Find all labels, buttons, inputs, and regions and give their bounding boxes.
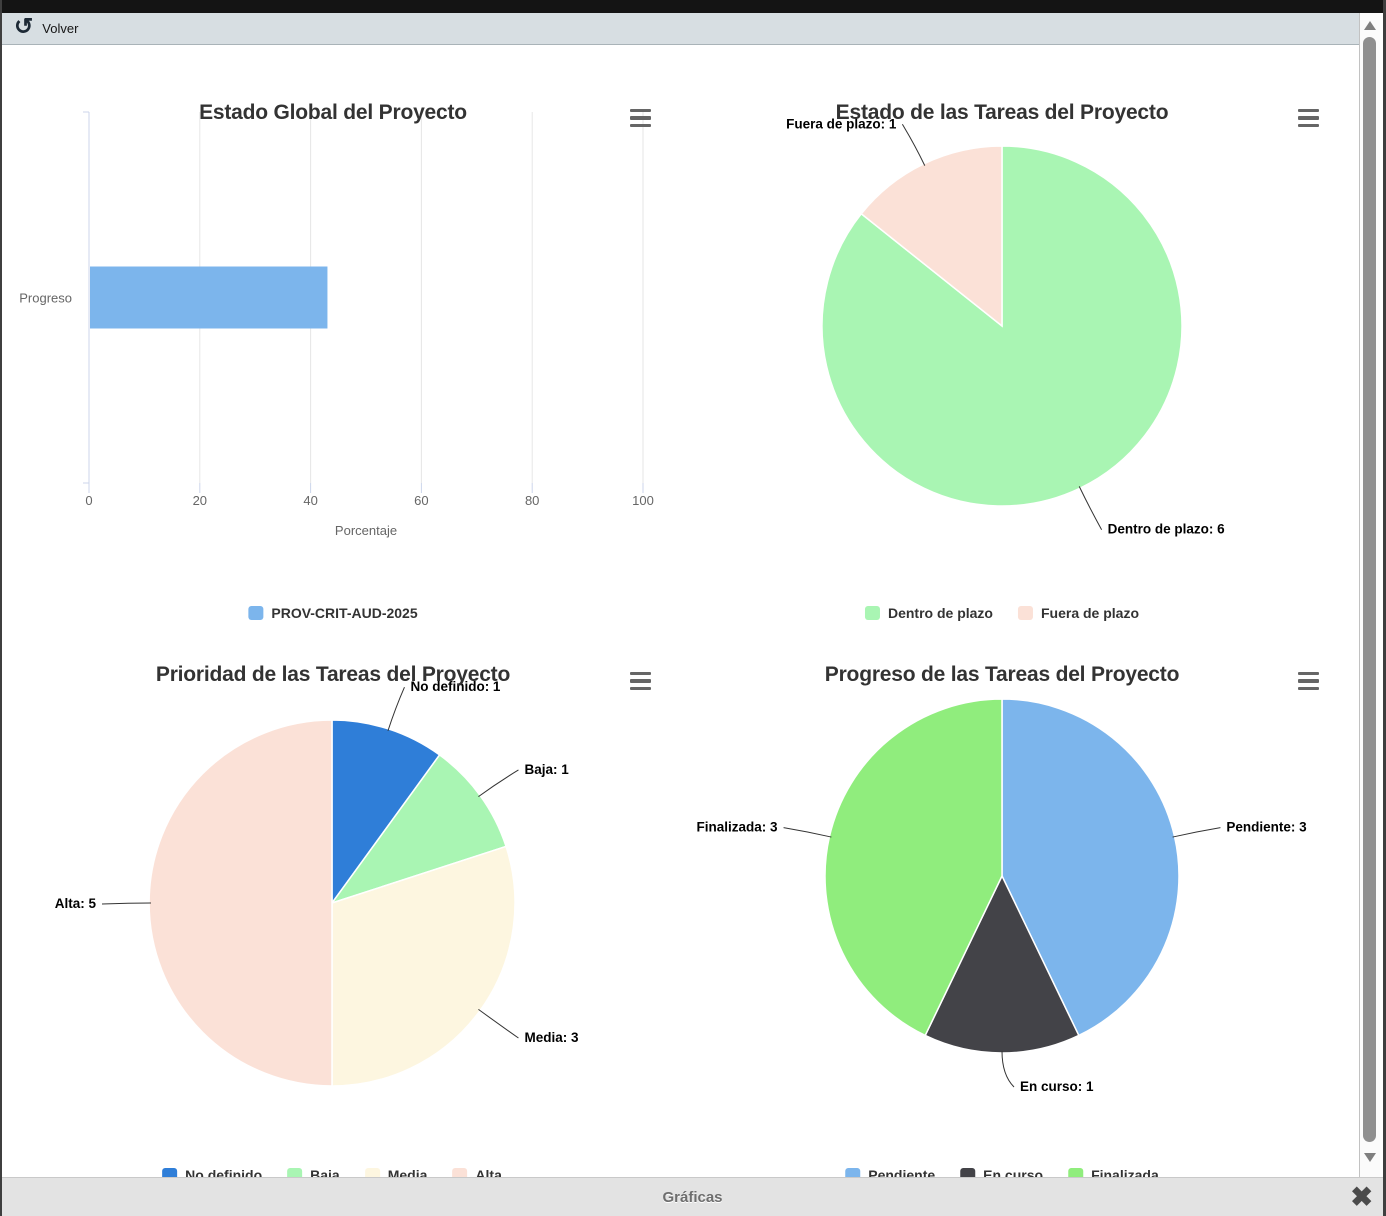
chart-title: Estado Global del Proyecto bbox=[199, 101, 467, 124]
legend-item-dentro-de-plazo[interactable]: Dentro de plazo bbox=[864, 605, 993, 621]
data-label-connector bbox=[901, 124, 926, 166]
chart-legend: PROV-CRIT-AUD-2025 bbox=[248, 605, 418, 621]
charts-area: 0 20 40 60 80 100 Progreso Porcentaje Dentro de … bbox=[2, 45, 1364, 1183]
top-bar: ↺ Volver bbox=[2, 13, 1364, 45]
data-label-connector bbox=[101, 902, 152, 905]
x-tick-label: 20 bbox=[193, 493, 207, 508]
data-label-connector bbox=[1001, 1050, 1015, 1088]
data-label-connector bbox=[478, 1008, 519, 1039]
chart-context-menu-button[interactable] bbox=[1298, 671, 1322, 691]
legend-item-fuera-de-plazo[interactable]: Fuera de plazo bbox=[1017, 605, 1140, 621]
x-axis-title: Porcentaje bbox=[335, 523, 397, 538]
x-tick-label: 40 bbox=[303, 493, 317, 508]
legend-swatch bbox=[1017, 606, 1033, 620]
hamburger-icon bbox=[1298, 109, 1319, 113]
x-tick-label: 100 bbox=[632, 493, 654, 508]
hamburger-icon bbox=[630, 672, 651, 676]
back-icon: ↺ bbox=[14, 13, 34, 39]
chart-context-menu-button[interactable] bbox=[630, 108, 654, 128]
pie-slice-alta[interactable] bbox=[148, 719, 333, 1087]
legend-swatch bbox=[864, 606, 880, 620]
hamburger-icon bbox=[1298, 672, 1319, 676]
pie-data-label: Pendiente: 3 bbox=[1226, 820, 1307, 835]
back-button-label: Volver bbox=[42, 21, 79, 36]
pie-data-label: Finalizada: 3 bbox=[697, 820, 779, 835]
data-label-connector bbox=[1172, 827, 1221, 838]
chart-title: Progreso de las Tareas del Proyecto bbox=[824, 663, 1180, 686]
legend-label: Dentro de plazo bbox=[887, 605, 993, 621]
pie-data-label: Dentro de plazo: 6 bbox=[1108, 522, 1226, 537]
scrollbar-thumb[interactable] bbox=[1363, 37, 1376, 1142]
pie-data-label: Media: 3 bbox=[524, 1030, 579, 1045]
x-tick-label: 0 bbox=[85, 493, 92, 508]
close-button[interactable]: ✖ bbox=[1350, 1178, 1373, 1216]
charts-canvas: 0 20 40 60 80 100 Progreso Porcentaje Dentro de … bbox=[19, 111, 1307, 1094]
x-tick-label: 60 bbox=[414, 493, 428, 508]
back-button[interactable]: ↺ Volver bbox=[2, 13, 90, 44]
legend-label: PROV-CRIT-AUD-2025 bbox=[271, 605, 418, 621]
panel-title: Gráficas bbox=[662, 1188, 723, 1206]
chart-title: Prioridad de las Tareas del Proyecto bbox=[155, 663, 511, 686]
close-icon: ✖ bbox=[1350, 1181, 1373, 1212]
data-label-connector bbox=[783, 827, 832, 838]
pie-data-label: Fuera de plazo: 1 bbox=[786, 116, 897, 131]
scrollbar-track[interactable] bbox=[1359, 13, 1380, 1178]
chart-context-menu-button[interactable] bbox=[630, 671, 654, 691]
legend-swatch bbox=[248, 606, 264, 620]
hamburger-icon bbox=[630, 109, 651, 113]
legend-item-prov-crit-aud-2025[interactable]: PROV-CRIT-AUD-2025 bbox=[248, 605, 418, 621]
pie-data-label: En curso: 1 bbox=[1020, 1079, 1094, 1094]
chart-context-menu-button[interactable] bbox=[1298, 108, 1322, 128]
pie-data-label: Baja: 1 bbox=[524, 762, 569, 777]
scroll-down-arrow-icon[interactable] bbox=[1364, 1153, 1376, 1162]
category-label: Progreso bbox=[19, 291, 72, 306]
pie-data-label: Alta: 5 bbox=[55, 896, 97, 911]
scroll-up-arrow-icon[interactable] bbox=[1364, 21, 1376, 30]
window-top-edge bbox=[2, 0, 1383, 13]
data-label-connector bbox=[1078, 486, 1103, 530]
bar-progreso[interactable] bbox=[90, 266, 328, 329]
pie-data-label: No definido: 1 bbox=[410, 679, 500, 694]
data-label-connector bbox=[387, 686, 405, 732]
chart-title: Estado de las Tareas del Proyecto bbox=[835, 101, 1169, 124]
bottom-bar: Gráficas ✖ bbox=[2, 1177, 1383, 1216]
legend-label: Fuera de plazo bbox=[1040, 605, 1140, 621]
data-label-connector bbox=[478, 769, 519, 798]
x-tick-label: 80 bbox=[525, 493, 539, 508]
chart-legend: Dentro de plazo Fuera de plazo bbox=[864, 605, 1140, 621]
